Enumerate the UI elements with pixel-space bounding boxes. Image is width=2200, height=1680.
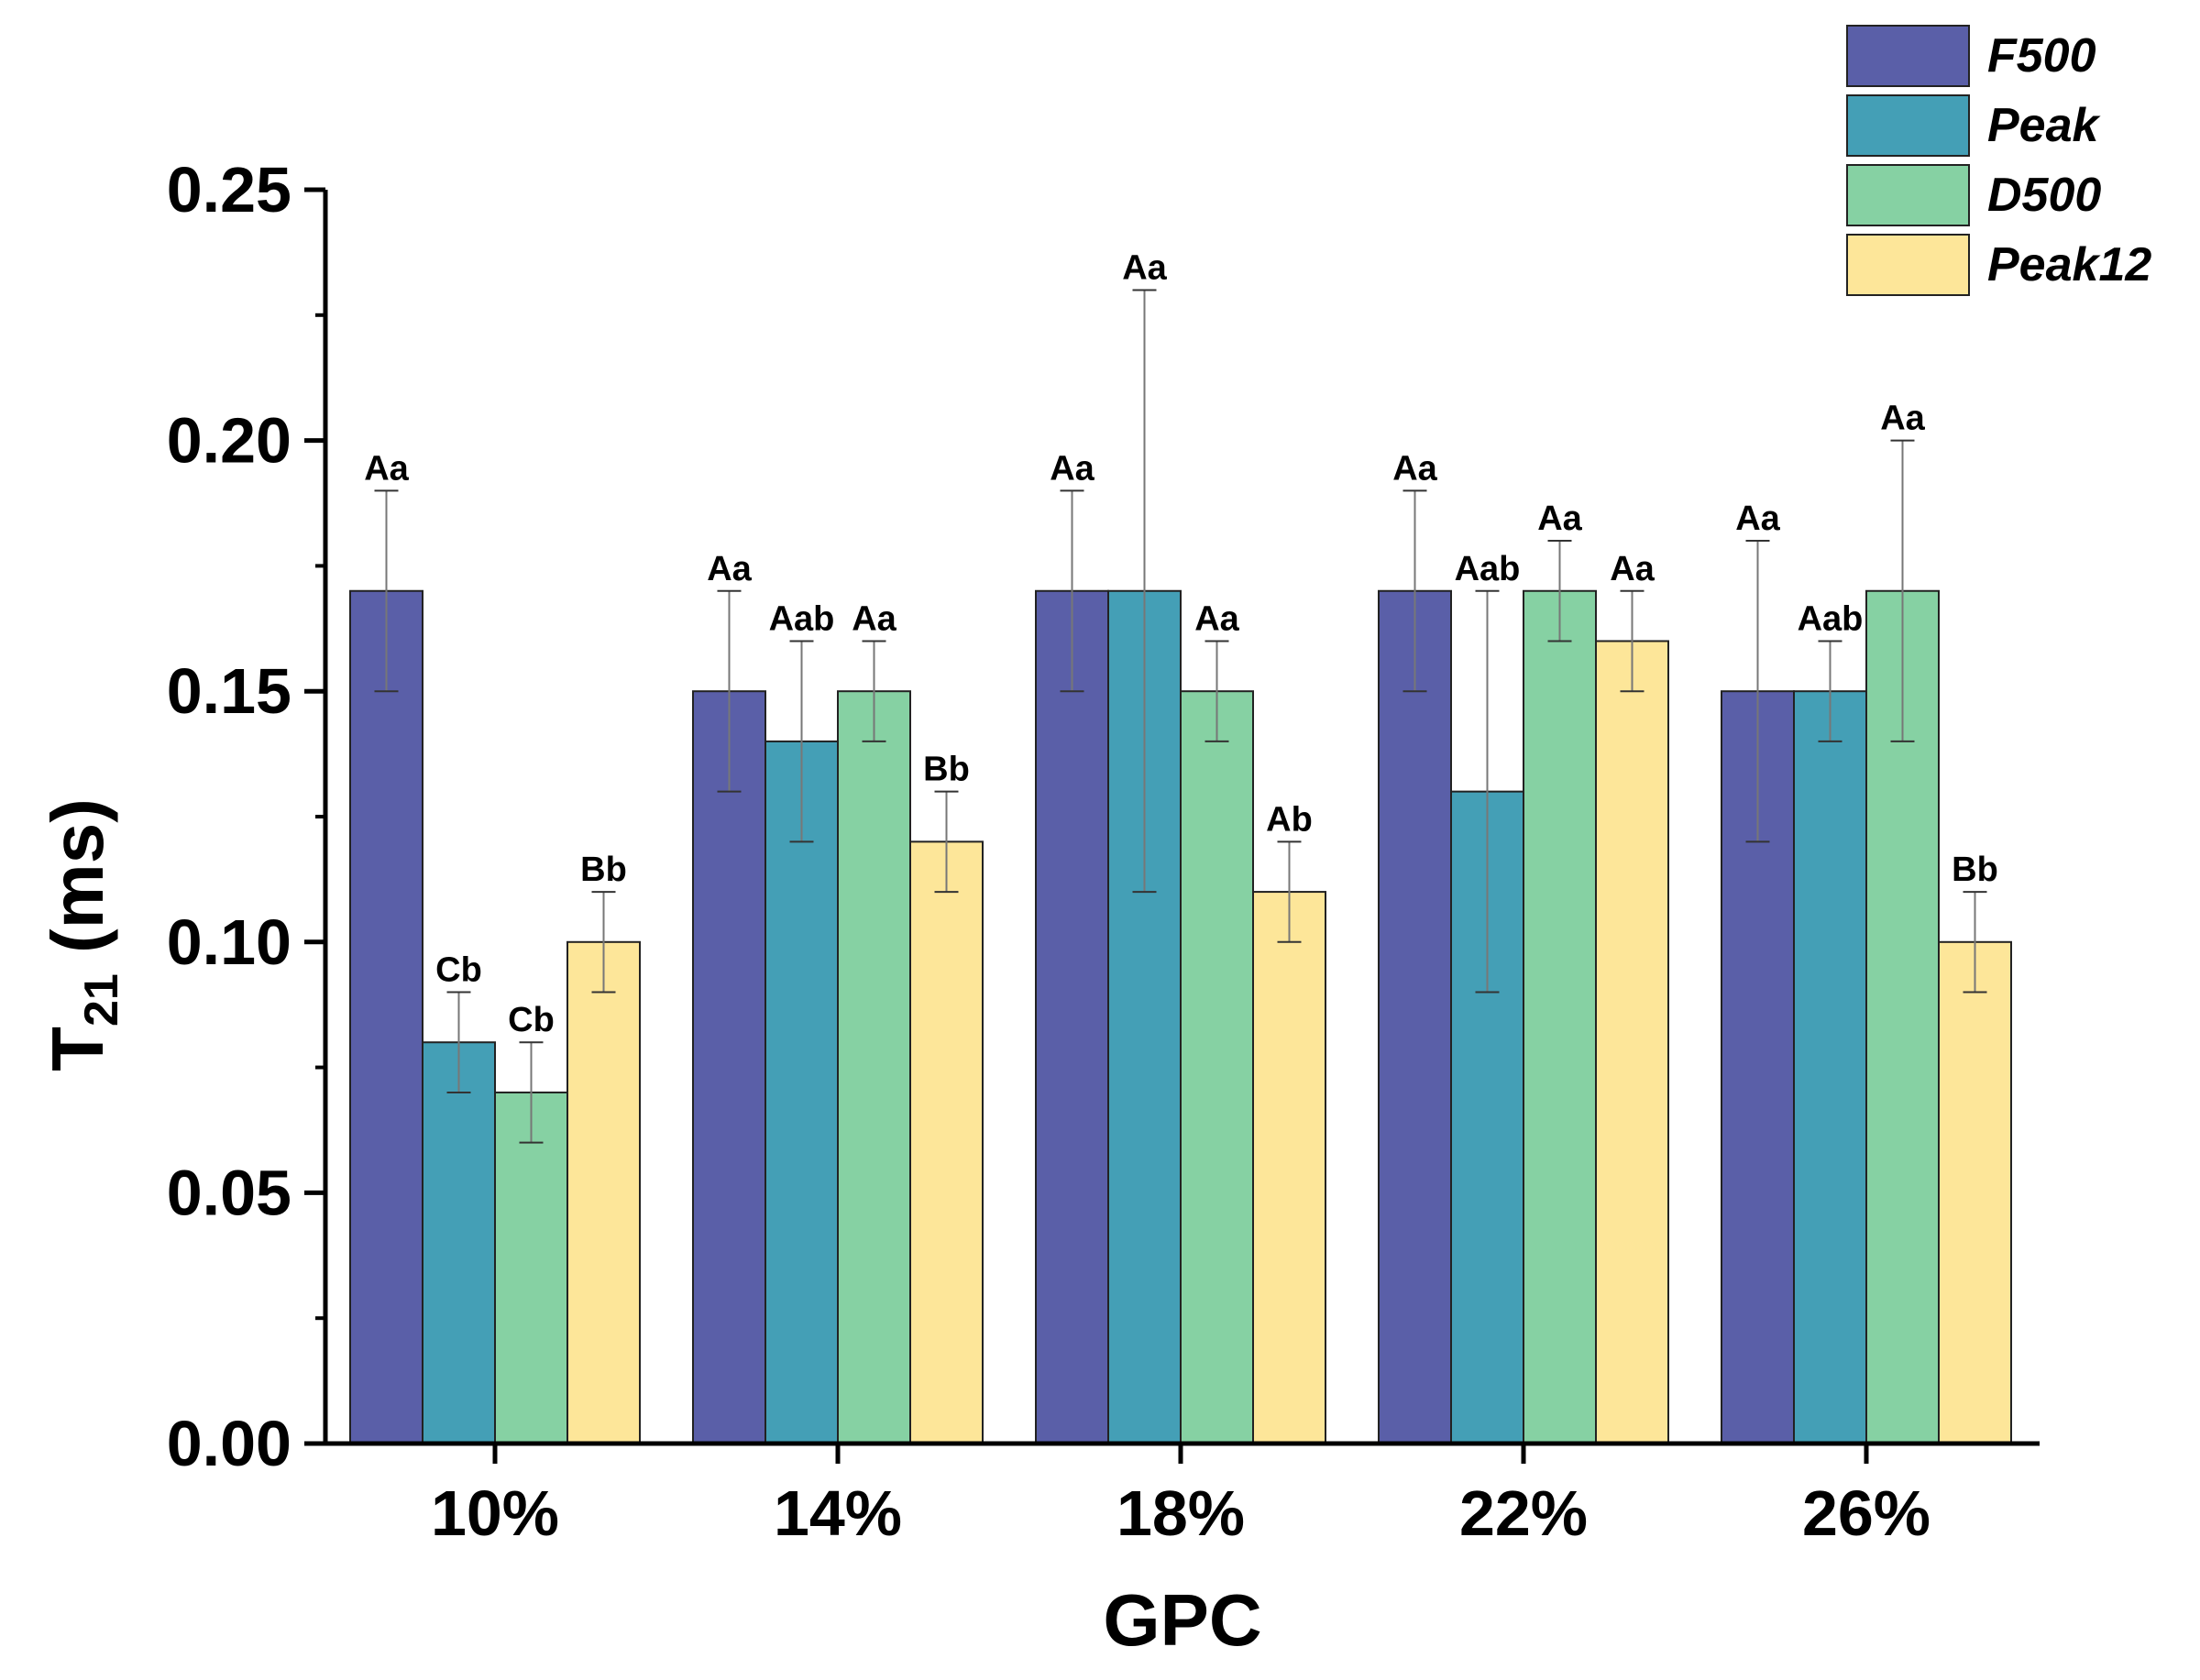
x-tick-label: 10% bbox=[431, 1477, 559, 1549]
x-tick-label: 22% bbox=[1459, 1477, 1588, 1549]
bars bbox=[349, 589, 2012, 1445]
bar bbox=[837, 690, 911, 1444]
bar-significance-label: Cb bbox=[508, 1001, 555, 1039]
bar bbox=[494, 1091, 568, 1444]
bar bbox=[1378, 589, 1452, 1444]
y-tick-label: 0.10 bbox=[167, 906, 292, 978]
legend-swatch bbox=[1846, 234, 1970, 296]
bar-significance-label: Aab bbox=[1798, 599, 1864, 638]
y-axis-title-unit: (ms) bbox=[37, 798, 118, 973]
bar-significance-label: Aa bbox=[1610, 550, 1655, 588]
x-axis-title: GPC bbox=[1103, 1579, 1261, 1661]
significance-labels: Aa Cb Cb Bb Aa Aab Aa Bb Aa Aa Aa Ab Aa Aab Aa Aa Aa Aab A… bbox=[364, 248, 1998, 1039]
legend-label: F500 bbox=[1987, 29, 2096, 82]
legend-swatch bbox=[1846, 25, 1970, 87]
bar bbox=[1180, 690, 1254, 1444]
legend-swatch bbox=[1846, 94, 1970, 157]
bar-significance-label: Aa bbox=[1735, 500, 1780, 538]
bar-significance-label: Aa bbox=[1122, 248, 1167, 287]
x-tick-label: 14% bbox=[774, 1477, 902, 1549]
bar bbox=[1595, 640, 1669, 1444]
bar-significance-label: Aab bbox=[1455, 550, 1521, 588]
bar bbox=[1035, 589, 1109, 1444]
y-ticks: 0.00 0.05 0.10 0.15 0.20 0.25 bbox=[167, 154, 325, 1479]
bar-significance-label: Aa bbox=[707, 550, 752, 588]
bar bbox=[909, 840, 984, 1444]
bar bbox=[1252, 891, 1326, 1444]
bar bbox=[349, 589, 424, 1444]
bar-significance-label: Aa bbox=[1537, 500, 1582, 538]
y-axis-title-subscript: 21 bbox=[75, 973, 128, 1027]
y-tick-label: 0.25 bbox=[167, 154, 292, 225]
bar bbox=[1938, 940, 2012, 1445]
bar-significance-label: Bb bbox=[923, 751, 970, 789]
y-axis-title: T21 (ms) bbox=[37, 798, 128, 1071]
bar-significance-label: Aa bbox=[1880, 400, 1925, 438]
y-tick-label: 0.20 bbox=[167, 405, 292, 477]
x-tick-label: 26% bbox=[1802, 1477, 1930, 1549]
bar bbox=[1523, 589, 1597, 1444]
bar-significance-label: Bb bbox=[580, 851, 627, 889]
bar-significance-label: Aab bbox=[769, 599, 835, 638]
legend-label: D500 bbox=[1987, 169, 2101, 222]
bar bbox=[566, 940, 641, 1445]
y-tick-label: 0.05 bbox=[167, 1157, 292, 1228]
bar bbox=[764, 740, 839, 1444]
bar-significance-label: Aa bbox=[1050, 449, 1094, 488]
bar-significance-label: Ab bbox=[1266, 800, 1313, 839]
bar-significance-label: Cb bbox=[435, 951, 482, 990]
bar-significance-label: Aa bbox=[1392, 449, 1437, 488]
bar bbox=[1793, 690, 1867, 1444]
bar-significance-label: Aa bbox=[852, 599, 896, 638]
x-ticks: 10% 14% 18% 22% 26% bbox=[431, 1444, 1930, 1549]
legend-label: Peak bbox=[1987, 99, 2102, 152]
legend: F500 Peak D500 Peak12 bbox=[1846, 25, 2151, 296]
bar-significance-label: Aa bbox=[364, 449, 409, 488]
legend-swatch bbox=[1846, 164, 1970, 226]
y-tick-label: 0.00 bbox=[167, 1408, 292, 1479]
bar bbox=[692, 690, 766, 1444]
bar bbox=[422, 1041, 496, 1444]
bar-significance-label: Aa bbox=[1194, 599, 1239, 638]
x-tick-label: 18% bbox=[1116, 1477, 1245, 1549]
y-tick-label: 0.15 bbox=[167, 655, 292, 727]
error-bars bbox=[374, 289, 1987, 1144]
legend-label: Peak12 bbox=[1987, 238, 2151, 291]
bar-significance-label: Bb bbox=[1952, 851, 1998, 889]
